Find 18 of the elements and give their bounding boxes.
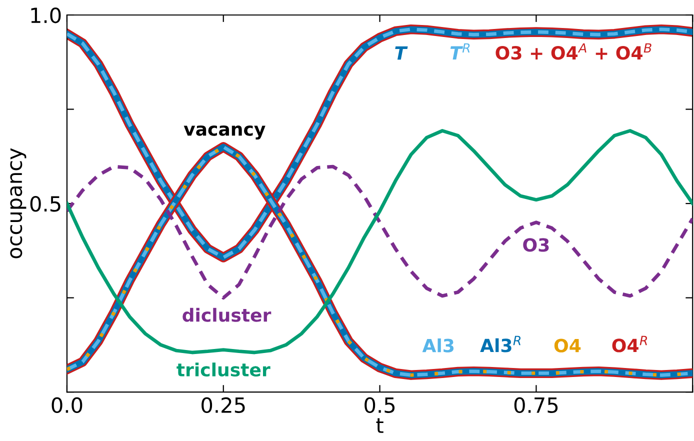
y-tick-label: 1.0 xyxy=(31,7,61,24)
annotation: vacancy xyxy=(184,125,266,140)
x-tick-label: 0.75 xyxy=(514,397,558,414)
series-label: T$^{R}$ xyxy=(450,43,470,60)
series-label: O4$^{R}$ xyxy=(612,336,648,352)
series-label: tricluster xyxy=(176,362,270,377)
y-axis-title: occupancy xyxy=(10,148,26,258)
x-tick-label: 0.25 xyxy=(202,397,245,414)
series-label: O4 xyxy=(554,338,581,352)
x-tick-label: 0.0 xyxy=(52,397,82,414)
series-label: T xyxy=(395,46,408,60)
series-label: Al3$^{R}$ xyxy=(480,336,521,352)
series-label: Al3 xyxy=(422,338,454,352)
x-axis-title: t xyxy=(376,418,384,433)
x-tick-label: 0.5 xyxy=(364,397,395,414)
series-label: dicluster xyxy=(182,308,272,322)
annotation: O3 xyxy=(523,238,549,252)
series-label: O3 + O4$^{A}$ + O4$^{B}$ xyxy=(496,43,652,60)
